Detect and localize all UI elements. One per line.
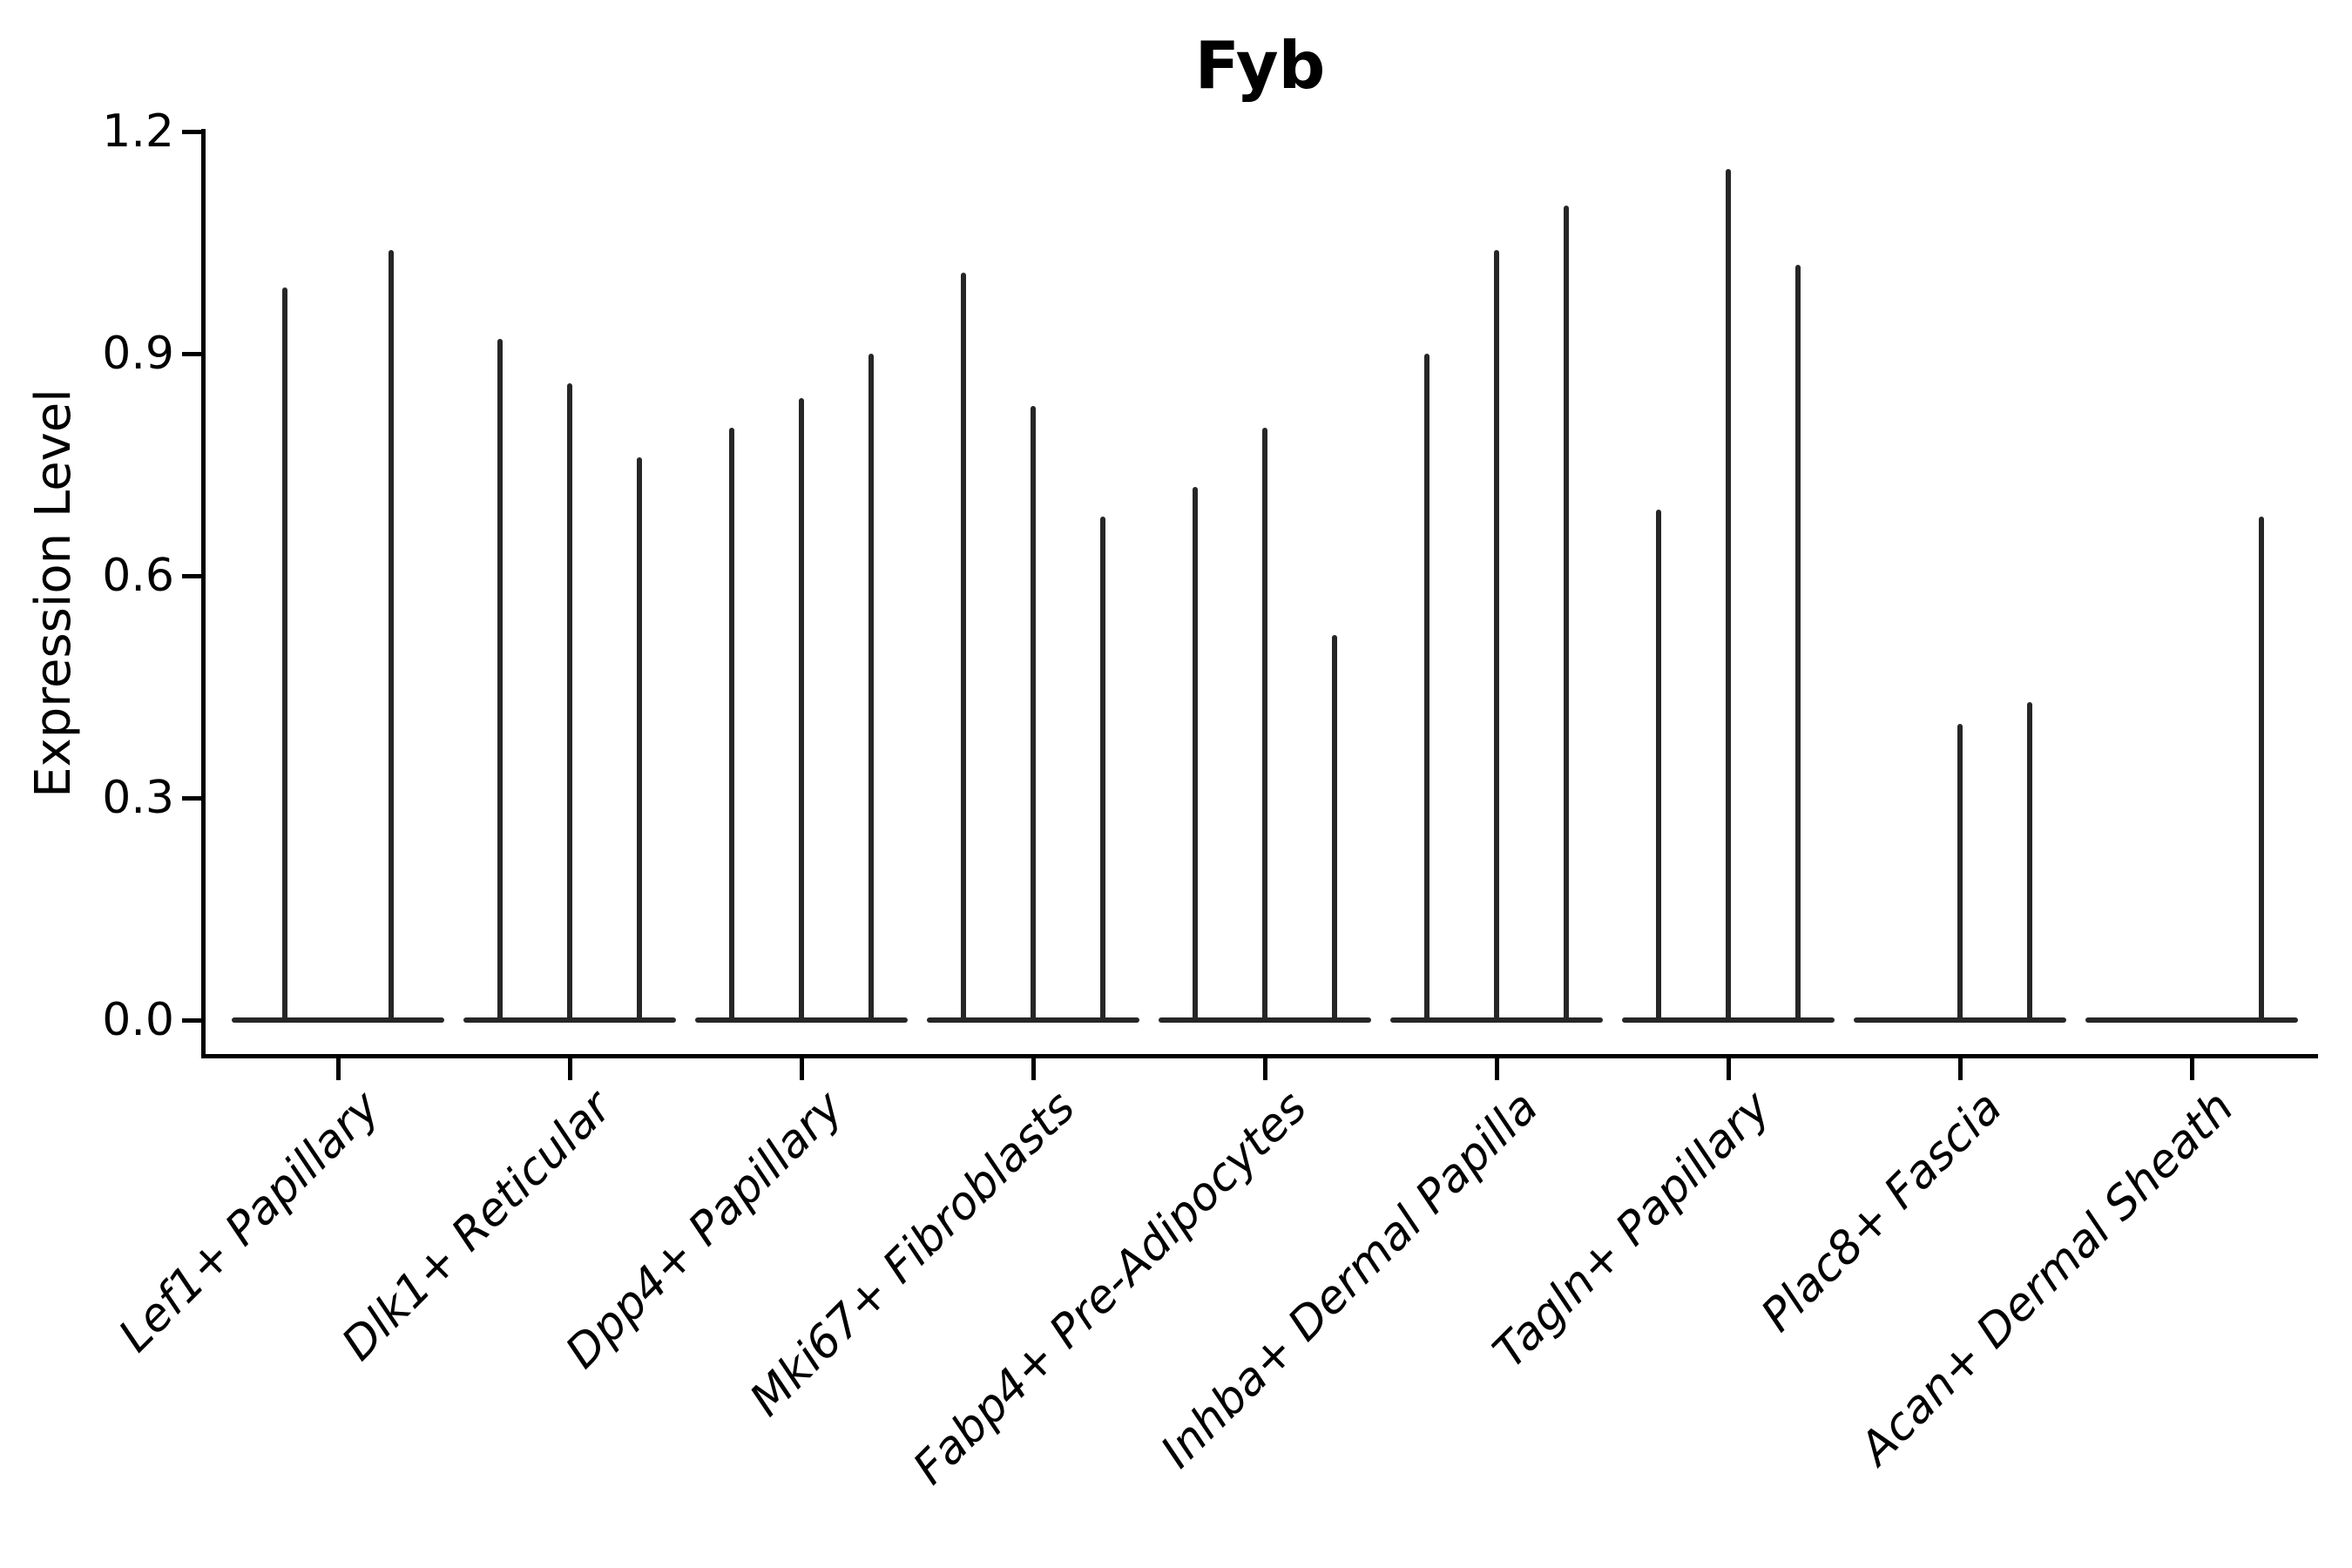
violin-spike <box>1957 724 1963 1022</box>
violin-spike <box>1193 487 1198 1022</box>
x-tick-label: Plac8+ Fascia <box>1751 1081 2012 1342</box>
y-tick-mark <box>182 130 201 134</box>
violin-spike <box>497 339 503 1022</box>
y-tick-label: 0.6 <box>102 550 174 602</box>
x-tick-mark <box>1958 1056 1963 1080</box>
y-tick-label: 1.2 <box>102 105 174 158</box>
x-tick-label: Inhba+ Dermal Papilla <box>1151 1081 1549 1479</box>
violin-spike <box>389 250 394 1022</box>
violin-spike <box>1564 206 1569 1022</box>
x-tick-mark <box>336 1056 341 1080</box>
y-tick-mark <box>182 796 201 801</box>
violin-spike <box>1494 250 1499 1022</box>
violin-spike <box>1795 265 1801 1022</box>
violin-spike <box>1262 428 1267 1022</box>
y-tick-mark <box>182 574 201 578</box>
x-tick-mark <box>800 1056 804 1080</box>
y-tick-mark <box>182 352 201 356</box>
violin-spike <box>868 354 874 1022</box>
violin-spike <box>567 383 572 1022</box>
violin-spike <box>799 398 804 1022</box>
x-tick-mark <box>2190 1056 2194 1080</box>
violin-base <box>232 1017 444 1023</box>
violin-spike <box>282 287 287 1022</box>
violin-spike <box>1031 405 1036 1022</box>
y-tick-mark <box>182 1018 201 1023</box>
x-tick-mark <box>1031 1056 1036 1080</box>
violin-base <box>2085 1017 2298 1023</box>
x-axis-spine <box>201 1054 2318 1058</box>
violin-spike <box>2259 517 2264 1022</box>
violin-spike <box>1656 509 1661 1022</box>
x-tick-mark <box>1727 1056 1731 1080</box>
violin-spike <box>1100 517 1105 1022</box>
x-tick-mark <box>1263 1056 1267 1080</box>
violin-spike <box>961 272 966 1022</box>
x-tick-mark <box>568 1056 572 1080</box>
violin-spike <box>1726 168 1731 1022</box>
y-tick-label: 0.3 <box>102 772 174 824</box>
y-tick-label: 0.9 <box>102 328 174 380</box>
x-tick-label: Fabp4+ Pre-Adipocytes <box>903 1081 1317 1495</box>
chart-title: Fyb <box>1194 27 1326 104</box>
x-tick-mark <box>1495 1056 1499 1080</box>
x-tick-label: Acan+ Dermal Sheath <box>1849 1081 2244 1476</box>
violin-spike <box>1332 635 1337 1022</box>
y-axis-spine <box>201 129 206 1058</box>
violin-spike <box>637 457 642 1022</box>
violin-spike <box>1424 354 1429 1022</box>
y-tick-label: 0.0 <box>102 994 174 1046</box>
violin-spike <box>2027 701 2032 1022</box>
violin-spike <box>729 428 734 1022</box>
